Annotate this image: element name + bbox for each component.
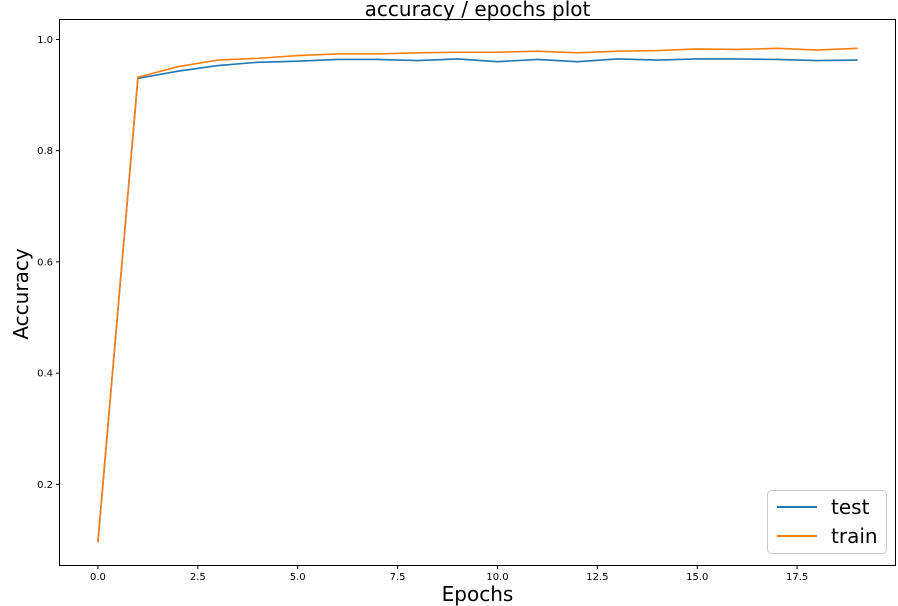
y-tick-label: 0.8 [37,146,53,157]
y-axis-title: Accuracy [9,248,33,339]
legend-label-train: train [831,524,878,548]
plot-frame [59,19,896,566]
x-tick-label: 10.0 [486,572,508,583]
series-line-test [97,58,858,543]
series-line-train [97,47,858,543]
y-tick-label: 0.2 [37,480,53,491]
y-tick-label: 0.4 [37,369,53,380]
x-tick-label: 12.5 [586,572,608,583]
x-tick-label: 17.5 [786,572,808,583]
x-tick-label: 0.0 [90,572,106,583]
legend: test train [767,490,887,554]
y-tick-label: 0.6 [37,257,53,268]
x-tick-label: 2.5 [190,572,206,583]
x-tick-label: 7.5 [390,572,406,583]
chart-title: accuracy / epochs plot [365,0,591,21]
legend-label-test: test [831,495,870,519]
plot-layer: 0.0 2.5 5.0 7.5 10.0 12.5 15.0 17.5 0.2 0.4 0.6 0.8… [37,35,858,583]
x-axis-title: Epochs [442,582,514,606]
x-tick-label: 5.0 [290,572,306,583]
x-tick-label: 15.0 [686,572,708,583]
y-tick-label: 1.0 [37,35,53,46]
